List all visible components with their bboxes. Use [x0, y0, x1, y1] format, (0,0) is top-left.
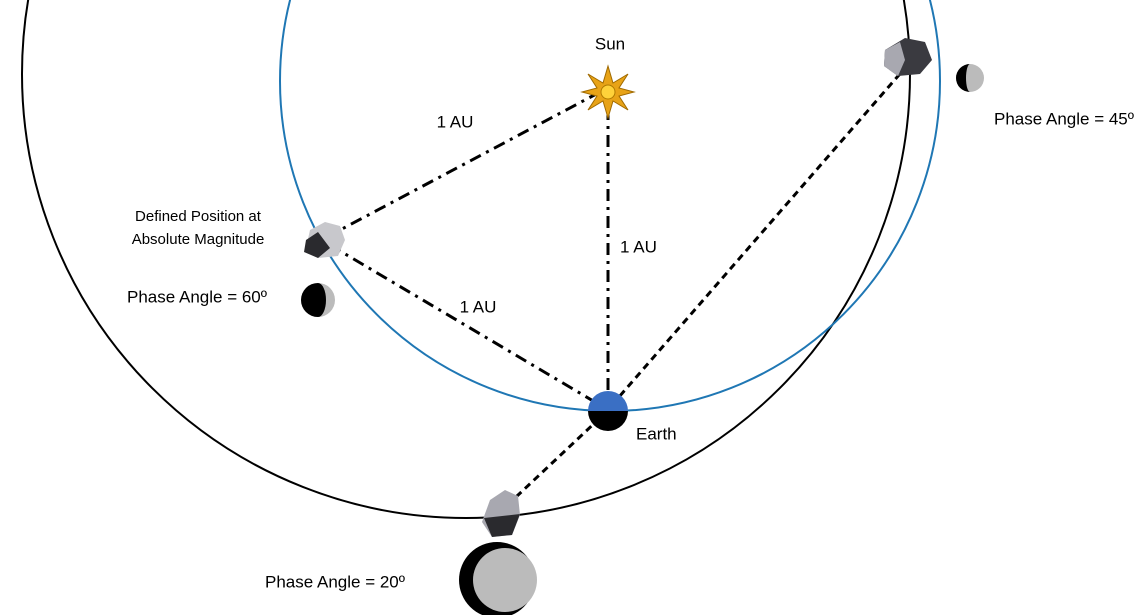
phase-angle-label: Phase Angle = 45º — [994, 109, 1134, 128]
moon-60 — [301, 283, 335, 317]
phase-angle-label: Phase Angle = 20º — [265, 572, 405, 591]
position-label: Absolute Magnitude — [132, 231, 265, 248]
distance-label: 1 AU — [437, 112, 474, 131]
moon-45 — [956, 64, 984, 92]
asteroid-45 — [884, 38, 932, 76]
position-label: Defined Position at — [135, 208, 262, 225]
sun-icon — [580, 64, 636, 120]
earth-asteroid-45-line — [610, 67, 907, 406]
earth-orbit — [279, 0, 941, 412]
sun-label: Sun — [595, 34, 625, 53]
earth-icon — [588, 391, 628, 431]
moon-20 — [459, 542, 537, 615]
asteroid-earth-line — [329, 243, 601, 407]
distance-label: 1 AU — [460, 297, 497, 316]
outer-orbit — [21, 0, 911, 519]
phase-angle-label: Phase Angle = 60º — [127, 287, 267, 306]
asteroid-20 — [482, 490, 520, 537]
asteroid-60 — [304, 222, 345, 258]
distance-label: 1 AU — [620, 237, 657, 256]
sun-asteroid-line — [324, 90, 601, 240]
earth-label: Earth — [636, 424, 677, 443]
